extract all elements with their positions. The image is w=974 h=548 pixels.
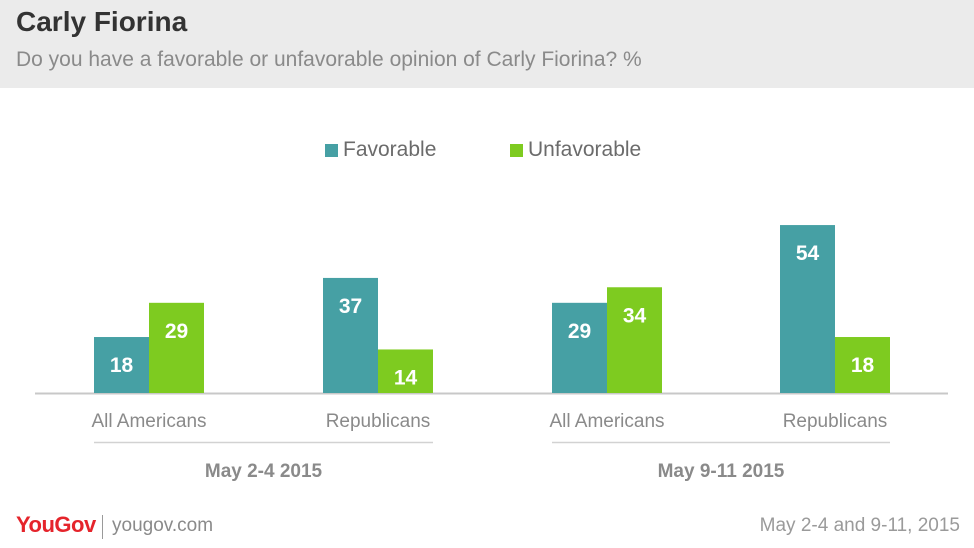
group-label-0: May 2-4 2015 — [205, 461, 323, 482]
footer-date: May 2-4 and 9-11, 2015 — [759, 515, 960, 536]
legend-item-favorable: Favorable — [325, 138, 436, 162]
data-label-favorable-1: 37 — [339, 295, 362, 318]
data-label-unfavorable-1: 14 — [394, 366, 418, 389]
legend-label-favorable: Favorable — [343, 138, 437, 161]
group-label-1: May 9-11 2015 — [658, 461, 785, 482]
bar-favorable-1 — [323, 277, 378, 393]
bar-unfavorable-2 — [607, 287, 662, 393]
footer-divider — [102, 515, 103, 539]
category-label-1: Republicans — [326, 411, 431, 432]
bar-unfavorable-1 — [378, 349, 433, 393]
chart-subtitle: Do you have a favorable or unfavorable o… — [16, 48, 642, 71]
legend-swatch-unfavorable — [510, 143, 523, 157]
bar-favorable-3 — [780, 225, 835, 393]
data-label-unfavorable-2: 34 — [623, 304, 647, 327]
data-label-favorable-2: 29 — [568, 320, 591, 343]
bar-chart: 18 29 All Americans 37 14 Republicans 29 34 All … — [35, 225, 948, 482]
yougov-logo: YouGov — [16, 512, 96, 537]
data-label-favorable-3: 54 — [796, 242, 820, 265]
footer-site: yougov.com — [112, 515, 214, 536]
bar-favorable-0 — [94, 337, 149, 393]
data-label-unfavorable-3: 18 — [851, 354, 875, 377]
legend-item-unfavorable: Unfavorable — [510, 138, 641, 162]
data-label-favorable-0: 18 — [110, 354, 134, 377]
chart-header: Carly Fiorina Do you have a favorable or… — [0, 0, 974, 88]
data-label-unfavorable-0: 29 — [165, 320, 188, 343]
chart-title: Carly Fiorina — [16, 6, 188, 37]
category-label-0: All Americans — [91, 411, 206, 432]
legend-label-unfavorable: Unfavorable — [528, 138, 642, 161]
bar-favorable-2 — [552, 302, 607, 393]
chart-legend: Favorable Unfavorable — [0, 138, 974, 166]
bar-unfavorable-0 — [149, 302, 204, 393]
legend-swatch-favorable — [325, 143, 338, 157]
category-label-3: Republicans — [783, 411, 888, 432]
bar-unfavorable-3 — [835, 337, 890, 393]
category-label-2: All Americans — [549, 411, 664, 432]
